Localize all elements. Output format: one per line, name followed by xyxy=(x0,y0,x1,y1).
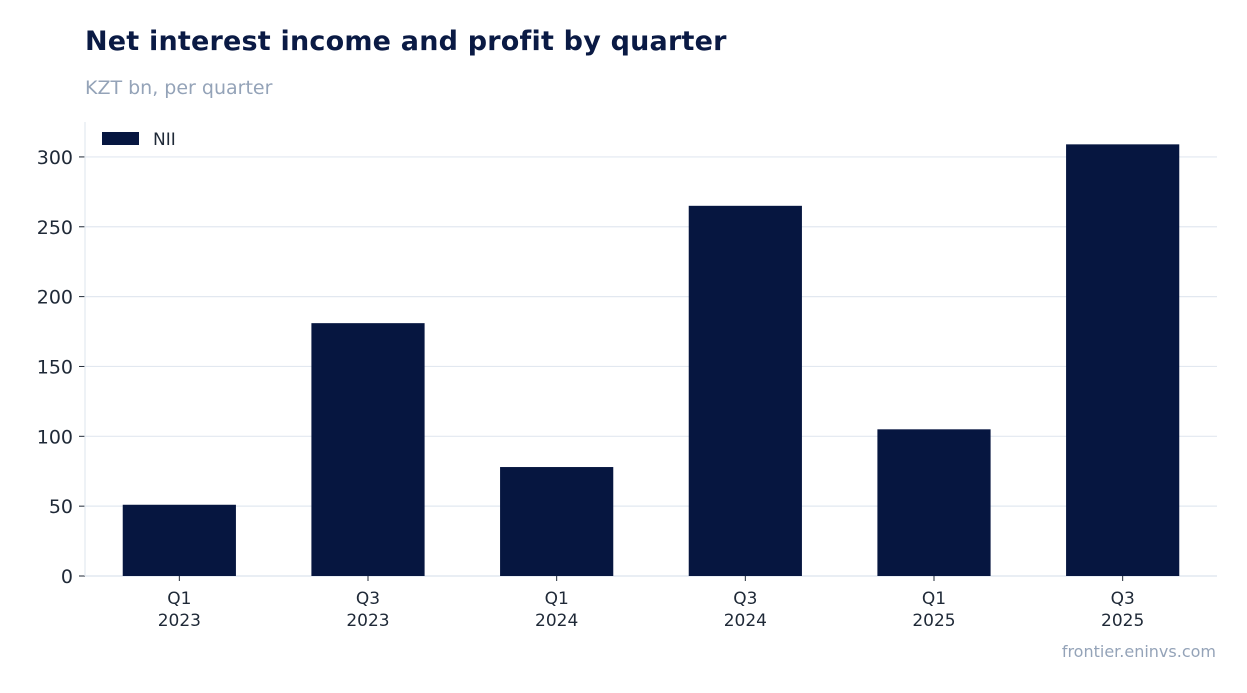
x-tick-label: Q3 xyxy=(356,589,380,609)
chart-title: Net interest income and profit by quarte… xyxy=(85,26,727,57)
legend-swatch xyxy=(102,132,139,145)
x-tick-label-year: 2023 xyxy=(346,611,389,631)
bar xyxy=(688,205,802,577)
bar xyxy=(877,429,991,576)
x-tick-label: Q3 xyxy=(733,589,757,609)
y-tick-label: 250 xyxy=(37,217,73,239)
x-tick-label-year: 2025 xyxy=(1101,611,1144,631)
x-tick-label-year: 2025 xyxy=(912,611,955,631)
x-tick-label: Q1 xyxy=(545,589,569,609)
x-tick-label: Q1 xyxy=(922,589,946,609)
chart-subtitle: KZT bn, per quarter xyxy=(85,77,273,99)
x-tick-label: Q3 xyxy=(1111,589,1135,609)
source-footer: frontier.eninvs.com xyxy=(1061,642,1216,661)
bar xyxy=(500,467,614,576)
y-tick-label: 0 xyxy=(61,566,73,588)
x-tick-label-year: 2024 xyxy=(535,611,578,631)
y-tick-label: 100 xyxy=(37,426,73,448)
bar xyxy=(1066,144,1180,576)
legend-label: NII xyxy=(153,130,176,150)
y-tick-label: 200 xyxy=(37,287,73,309)
y-tick-label: 50 xyxy=(49,496,73,518)
bar xyxy=(311,323,425,576)
x-tick-label-year: 2023 xyxy=(158,611,201,631)
y-tick-label: 150 xyxy=(37,356,73,378)
x-tick-label: Q1 xyxy=(167,589,191,609)
x-tick-label-year: 2024 xyxy=(724,611,767,631)
bar xyxy=(122,504,236,576)
y-tick-label: 300 xyxy=(37,147,73,169)
